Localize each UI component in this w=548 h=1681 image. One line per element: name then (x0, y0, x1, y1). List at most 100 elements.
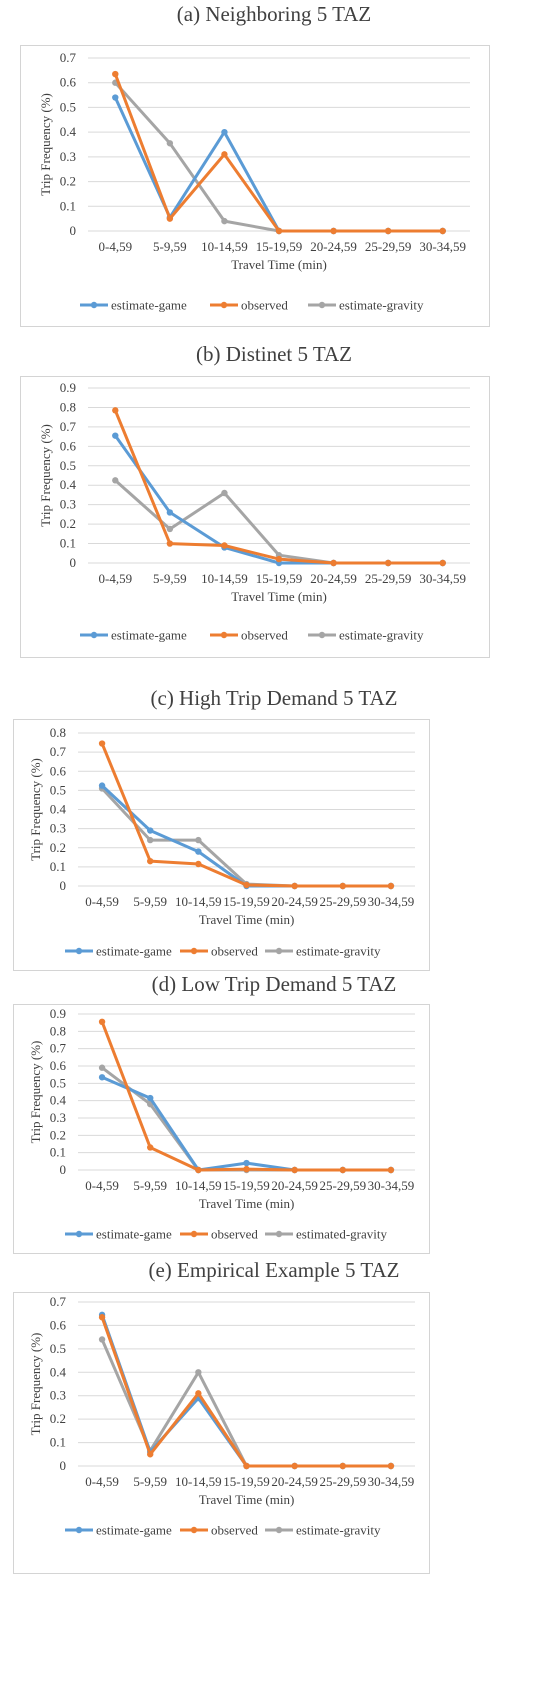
x-tick-label: 5-9,59 (133, 894, 167, 909)
data-point (221, 489, 228, 497)
y-tick-label: 0.6 (50, 763, 67, 778)
y-tick-label: 0 (60, 1458, 67, 1473)
x-tick-label: 0-4,59 (98, 239, 132, 254)
data-point (98, 1314, 106, 1321)
chart-2: 0 0.1 0.2 0.3 0.4 0.5 0.6 0.7 0.8 0.9 0-4,59 5-9,59… (38, 380, 470, 643)
legend-marker (318, 631, 326, 639)
series-line-observed (113, 409, 443, 565)
legend-label: estimate-gravity (296, 1523, 381, 1538)
x-tick-label: 0-4,59 (85, 894, 119, 909)
x-tick-label: 20-24,59 (271, 894, 318, 909)
y-tick-label: 0.7 (50, 1294, 67, 1309)
data-point (98, 782, 106, 789)
x-tick-label: 30-34,59 (368, 1474, 415, 1489)
y-tick-label: 0.6 (60, 438, 77, 453)
legend-marker (318, 301, 326, 309)
data-point (147, 836, 154, 844)
y-tick-label: 0.2 (50, 1127, 66, 1142)
data-point (195, 848, 202, 855)
data-point (98, 1074, 106, 1081)
x-tick-label: 10-14,59 (175, 894, 222, 909)
data-point (243, 1165, 250, 1173)
y-tick-label: 0.3 (50, 1110, 66, 1125)
data-point (384, 559, 392, 567)
data-point (166, 540, 174, 547)
data-point (439, 559, 446, 567)
x-tick-label: 0-4,59 (98, 571, 132, 586)
y-tick-label: 0.3 (50, 821, 66, 836)
chart-frame (13, 1004, 430, 1254)
chart-title: (a) Neighboring 5 TAZ (176, 2, 372, 26)
legend-label: estimate-game (96, 944, 172, 959)
y-axis-label: Trip Frequency (%) (28, 758, 43, 861)
y-tick-label: 0.4 (50, 1364, 67, 1379)
x-tick-label: 25-29,59 (365, 571, 412, 586)
data-point (98, 1018, 106, 1025)
legend-marker (75, 947, 83, 955)
legend-marker (190, 947, 198, 955)
y-tick-label: 0.6 (50, 1058, 67, 1073)
chart-4: 0 0.1 0.2 0.3 0.4 0.5 0.6 0.7 0.8 0.9 0-4,59 5-9,59… (28, 1006, 415, 1242)
data-point (291, 1462, 298, 1470)
y-tick-label: 0.3 (60, 149, 76, 164)
legend-marker (220, 301, 228, 309)
x-tick-label: 25-29,59 (319, 894, 366, 909)
data-point (275, 227, 283, 235)
chart-1: 0 0.1 0.2 0.3 0.4 0.5 0.6 0.7 0-4,59 5-9,59 10-14,… (38, 50, 470, 313)
y-tick-label: 0 (60, 1162, 67, 1177)
y-tick-label: 0.1 (50, 1145, 66, 1160)
x-tick-label: 30-34,59 (368, 894, 415, 909)
y-tick-label: 0.5 (60, 458, 76, 473)
series-line-observed (100, 1316, 391, 1468)
data-point (147, 857, 154, 865)
data-point (387, 1462, 395, 1470)
x-tick-label: 15-19,59 (256, 571, 303, 586)
data-point (166, 509, 174, 516)
data-point (195, 1390, 202, 1397)
chart-frame (20, 376, 490, 658)
series-line-estimate-gravity (114, 479, 443, 565)
y-tick-label: 0.3 (50, 1388, 66, 1403)
legend-label: estimate-game (111, 628, 187, 643)
chart-title: (b) Distinet 5 TAZ (196, 342, 352, 366)
legend-label: estimated-gravity (296, 1227, 387, 1242)
data-point (112, 407, 119, 414)
chart-title: (e) Empirical Example 5 TAZ (148, 1258, 400, 1282)
x-axis-label: Travel Time (min) (231, 589, 327, 604)
data-point (339, 1166, 346, 1174)
y-tick-label: 0.4 (60, 477, 77, 492)
legend-label: observed (211, 944, 258, 959)
data-point (384, 227, 392, 235)
y-tick-label: 0.7 (50, 744, 67, 759)
x-tick-label: 5-9,59 (133, 1178, 167, 1193)
y-tick-label: 0.7 (60, 419, 77, 434)
legend-label: observed (241, 298, 288, 313)
x-tick-label: 0-4,59 (85, 1178, 119, 1193)
x-tick-label: 10-14,59 (201, 239, 248, 254)
data-point (221, 128, 228, 136)
data-point (195, 860, 202, 868)
x-tick-label: 10-14,59 (175, 1178, 222, 1193)
x-tick-label: 20-24,59 (310, 571, 357, 586)
x-tick-label: 15-19,59 (256, 239, 303, 254)
x-tick-label: 20-24,59 (310, 239, 357, 254)
data-point (275, 555, 283, 563)
y-tick-label: 0.1 (60, 198, 76, 213)
legend-marker (90, 301, 98, 309)
legend-marker (275, 1526, 283, 1534)
x-tick-label: 20-24,59 (271, 1474, 318, 1489)
data-point (387, 882, 395, 890)
legend-label: observed (241, 628, 288, 643)
y-tick-label: 0.1 (60, 536, 76, 551)
y-tick-label: 0.5 (50, 782, 66, 797)
data-point (243, 881, 250, 889)
data-point (291, 1166, 298, 1174)
series-line-observed (100, 742, 391, 888)
y-tick-label: 0.2 (50, 840, 66, 855)
legend-marker (220, 631, 228, 639)
data-point (98, 1064, 106, 1071)
data-point (439, 227, 446, 235)
y-tick-label: 0 (70, 555, 77, 570)
legend-label: estimate-game (111, 298, 187, 313)
